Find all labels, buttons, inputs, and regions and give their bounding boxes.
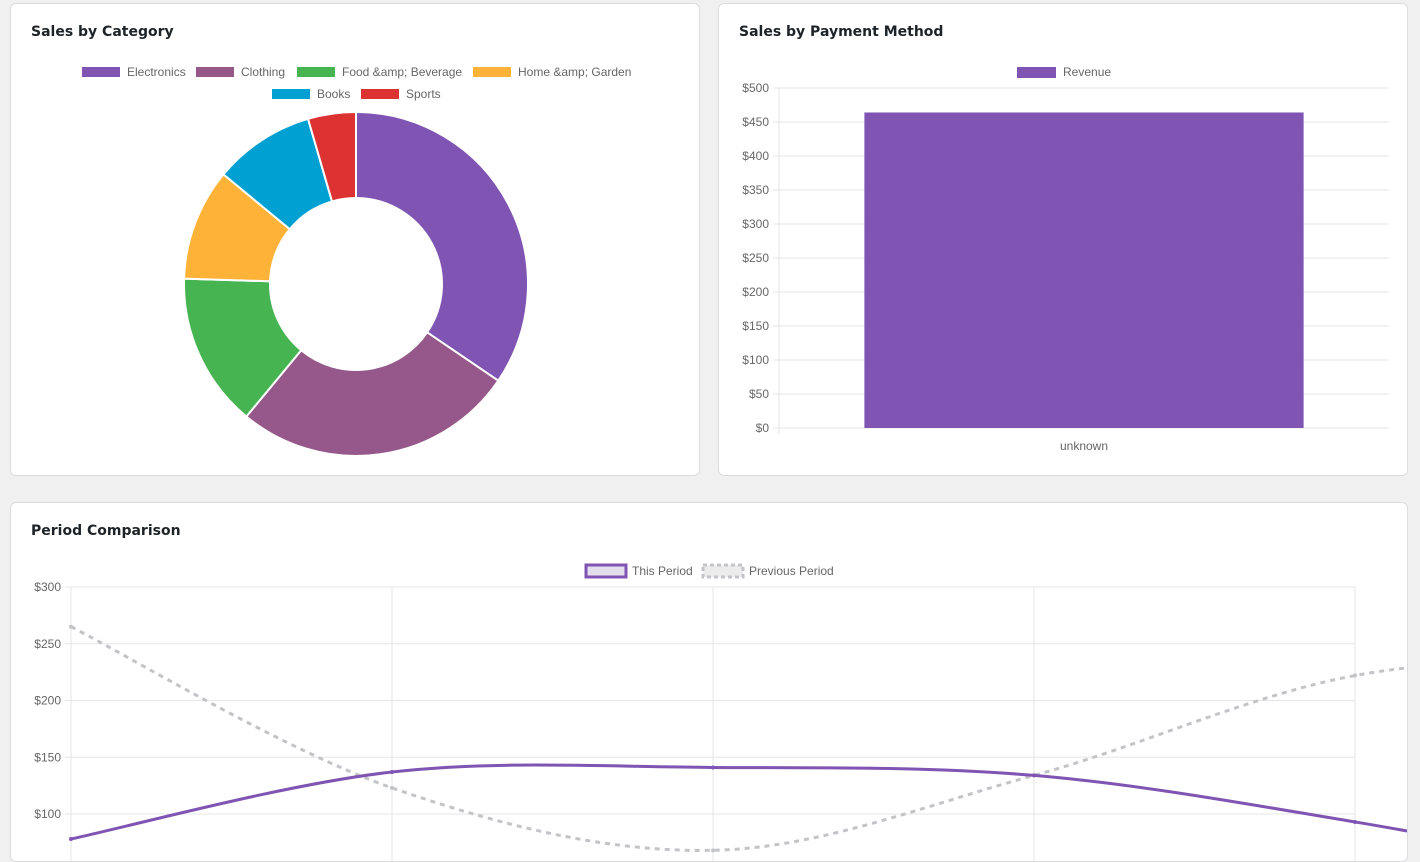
y-tick-label: $200	[34, 694, 61, 708]
doughnut-slice	[306, 110, 357, 203]
doughnut-slice	[355, 110, 529, 383]
legend-label: Previous Period	[749, 564, 834, 578]
y-tick-label: $250	[742, 251, 769, 265]
data-point	[711, 848, 715, 853]
card-title: Sales by Category	[31, 24, 174, 40]
data-point	[69, 624, 73, 629]
card-title: Sales by Payment Method	[739, 24, 944, 40]
doughnut-slice	[244, 330, 500, 457]
sales-by-payment-card: Sales by Payment Method Revenue $500 $450 $…	[718, 3, 1408, 476]
y-tick-label: $50	[749, 387, 769, 401]
category-doughnut-chart: Electronics Clothing Food &amp; Beverage Ho…	[82, 65, 631, 457]
y-tick-label: $150	[34, 750, 61, 764]
legend-swatch	[361, 89, 399, 99]
legend-label: Food &amp; Beverage	[342, 65, 462, 79]
legend-swatch	[297, 67, 335, 77]
bar	[864, 112, 1304, 428]
y-tick-label: $200	[742, 285, 769, 299]
legend-label: Home &amp; Garden	[518, 65, 631, 79]
y-tick-label: $300	[34, 580, 61, 594]
legend-swatch	[272, 89, 310, 99]
legend-label: Clothing	[241, 65, 285, 79]
card-title: Period Comparison	[31, 523, 181, 539]
payment-bar-chart: Revenue $500 $450 $400 $350 $300 $250 $200 $150 $…	[742, 65, 1389, 453]
y-tick-label: $100	[742, 353, 769, 367]
legend-label: Electronics	[127, 65, 186, 79]
data-point	[1353, 673, 1357, 678]
legend-label: Books	[317, 87, 350, 101]
data-point	[711, 765, 715, 770]
y-tick-label: $250	[34, 637, 61, 651]
data-point	[1353, 819, 1357, 824]
data-point	[69, 836, 73, 841]
data-point	[1032, 773, 1036, 778]
legend-label: Sports	[406, 87, 441, 101]
legend-swatch	[584, 563, 628, 579]
sales-by-category-card: Sales by Category Electronics Clothing Foo…	[10, 3, 700, 476]
legend-swatch	[701, 563, 745, 579]
x-tick-label: unknown	[1060, 439, 1108, 453]
y-tick-label: $400	[742, 149, 769, 163]
this-period-line	[70, 763, 1407, 841]
legend-swatch	[473, 67, 511, 77]
previous-period-line	[70, 625, 1407, 852]
period-comparison-card: Period Comparison This Period Previous Pe…	[10, 502, 1408, 862]
legend-label: Revenue	[1063, 65, 1111, 79]
legend-swatch	[196, 67, 234, 77]
data-point	[390, 770, 394, 775]
y-tick-label: $0	[756, 421, 770, 435]
y-tick-label: $100	[34, 807, 61, 821]
y-tick-label: $350	[742, 183, 769, 197]
y-tick-label: $450	[742, 115, 769, 129]
legend-swatch	[82, 67, 120, 77]
legend-swatch	[1017, 67, 1056, 78]
data-point	[390, 785, 394, 790]
legend-label: This Period	[632, 564, 693, 578]
y-tick-label: $500	[742, 81, 769, 95]
y-tick-label: $150	[742, 319, 769, 333]
period-line-chart: This Period Previous Period $300 $250 $200 $1…	[34, 563, 1407, 861]
y-tick-label: $300	[742, 217, 769, 231]
